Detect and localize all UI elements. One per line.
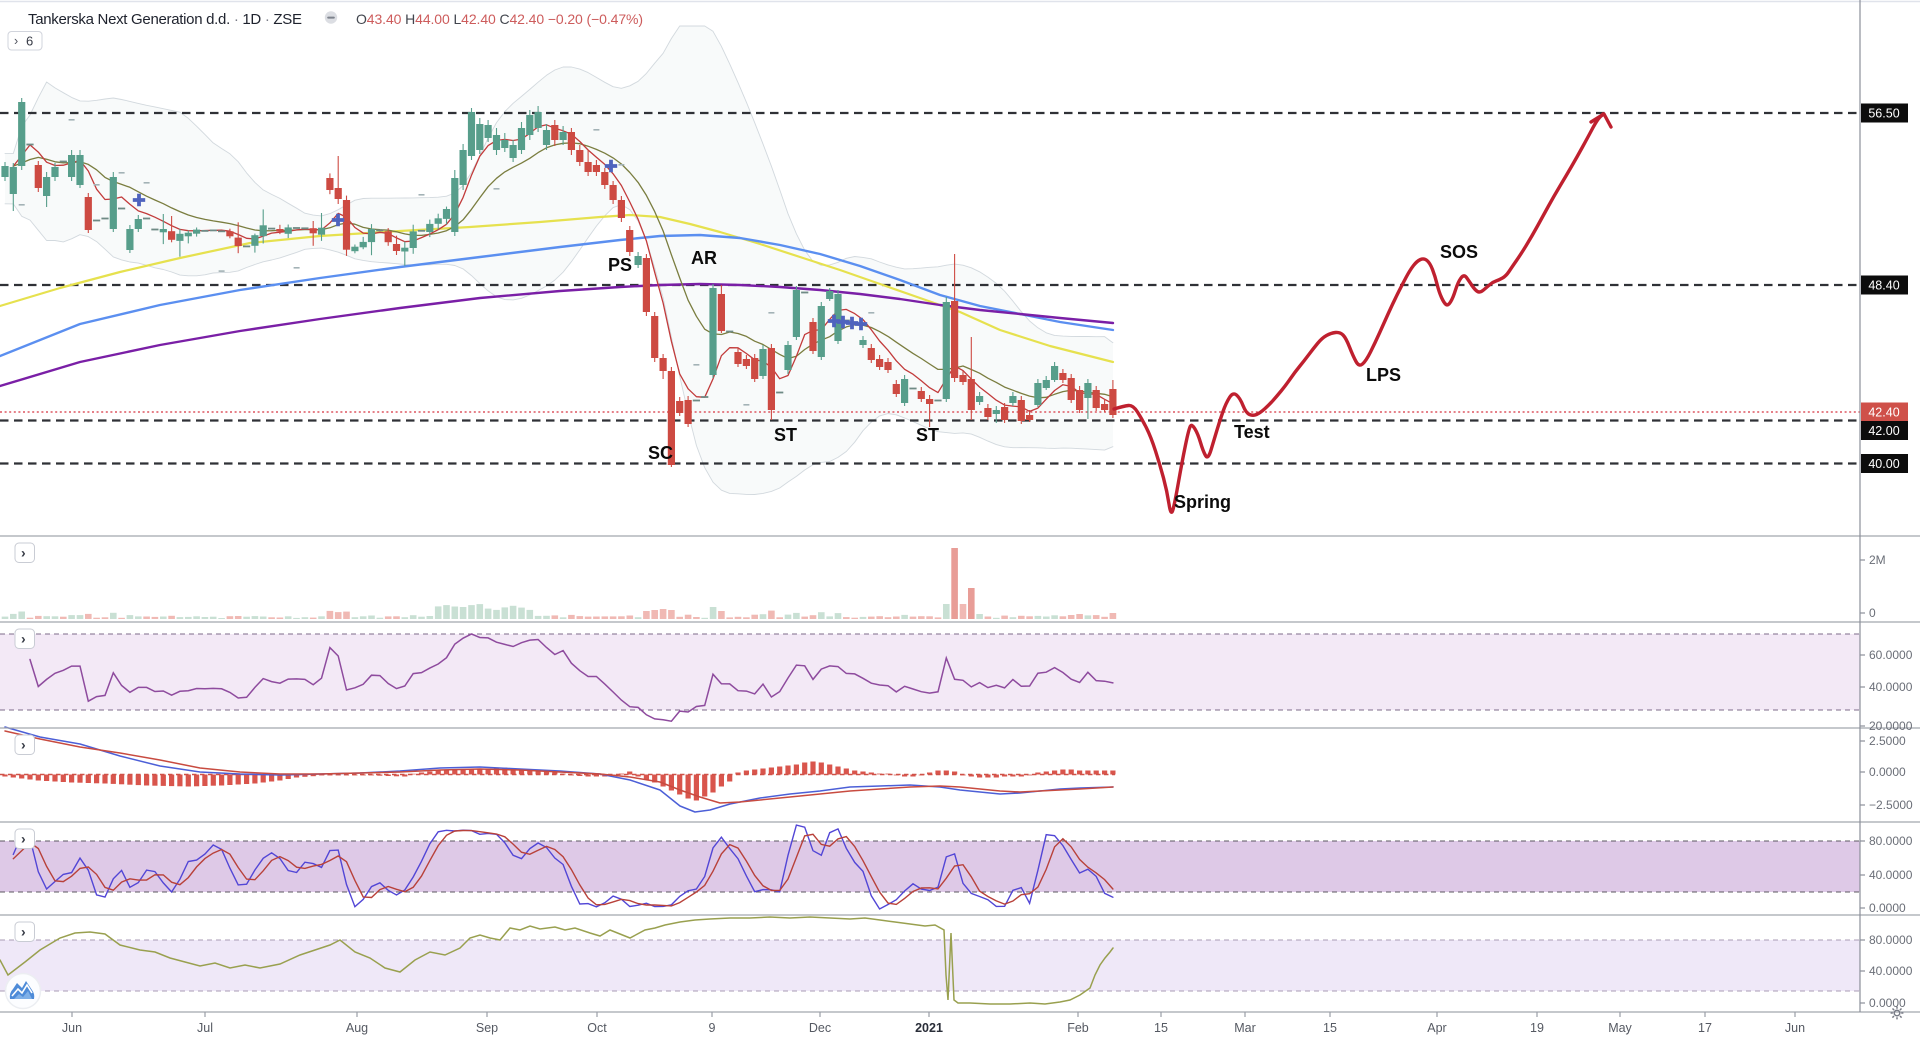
svg-text:0.0000: 0.0000 <box>1869 996 1906 1010</box>
svg-text:40.0000: 40.0000 <box>1869 680 1913 694</box>
svg-text:2M: 2M <box>1869 553 1886 567</box>
svg-text:SC: SC <box>648 443 673 463</box>
svg-text:17: 17 <box>1698 1021 1712 1035</box>
svg-text:80.0000: 80.0000 <box>1869 933 1913 947</box>
svg-text:›: › <box>21 545 26 561</box>
svg-text:9: 9 <box>709 1021 716 1035</box>
svg-text:›: › <box>21 737 26 753</box>
svg-text:AR: AR <box>691 248 717 268</box>
svg-text:SOS: SOS <box>1440 242 1478 262</box>
svg-text:Jul: Jul <box>197 1021 213 1035</box>
svg-text:56.50: 56.50 <box>1868 107 1899 121</box>
svg-text:80.0000: 80.0000 <box>1869 834 1913 848</box>
svg-text:0.0000: 0.0000 <box>1869 901 1906 915</box>
svg-text:2.5000: 2.5000 <box>1869 734 1906 748</box>
svg-text:40.00: 40.00 <box>1868 457 1899 471</box>
svg-text:Mar: Mar <box>1234 1021 1256 1035</box>
svg-text:Dec: Dec <box>809 1021 831 1035</box>
svg-text:60.0000: 60.0000 <box>1869 648 1913 662</box>
svg-text:ST: ST <box>916 425 939 445</box>
svg-text:Jun: Jun <box>1785 1021 1805 1035</box>
svg-text:0: 0 <box>1869 606 1876 620</box>
svg-text:2021: 2021 <box>915 1021 943 1035</box>
svg-text:ST: ST <box>774 425 797 445</box>
svg-text:›: › <box>21 924 26 940</box>
svg-text:PS: PS <box>608 255 632 275</box>
svg-text:Aug: Aug <box>346 1021 368 1035</box>
svg-text:›: › <box>21 831 26 847</box>
svg-text:15: 15 <box>1154 1021 1168 1035</box>
svg-text:LPS: LPS <box>1366 365 1401 385</box>
svg-text:›: › <box>21 631 26 647</box>
svg-text:May: May <box>1608 1021 1632 1035</box>
svg-text:Sep: Sep <box>476 1021 498 1035</box>
svg-text:−2.5000: −2.5000 <box>1869 798 1913 812</box>
svg-text:Apr: Apr <box>1427 1021 1446 1035</box>
svg-text:Spring: Spring <box>1174 492 1231 512</box>
svg-text:40.0000: 40.0000 <box>1869 964 1913 978</box>
svg-text:48.40: 48.40 <box>1868 279 1899 293</box>
svg-text:40.0000: 40.0000 <box>1869 868 1913 882</box>
svg-text:›: › <box>14 34 18 48</box>
svg-text:15: 15 <box>1323 1021 1337 1035</box>
svg-text:19: 19 <box>1530 1021 1544 1035</box>
svg-text:Test: Test <box>1234 422 1270 442</box>
svg-text:Jun: Jun <box>62 1021 82 1035</box>
svg-text:Tankerska Next Generation d.d.: Tankerska Next Generation d.d. · 1D · ZS… <box>28 11 302 28</box>
svg-text:6: 6 <box>26 34 33 49</box>
svg-text:20.0000: 20.0000 <box>1869 719 1913 733</box>
svg-text:O43.40 H44.00 L42.40 C42.40 −0: O43.40 H44.00 L42.40 C42.40 −0.20 (−0.47… <box>356 11 643 27</box>
svg-text:Feb: Feb <box>1067 1021 1089 1035</box>
svg-text:42.00: 42.00 <box>1868 424 1899 438</box>
svg-text:Oct: Oct <box>587 1021 607 1035</box>
svg-text:42.40: 42.40 <box>1868 406 1899 420</box>
svg-text:0.0000: 0.0000 <box>1869 765 1906 779</box>
